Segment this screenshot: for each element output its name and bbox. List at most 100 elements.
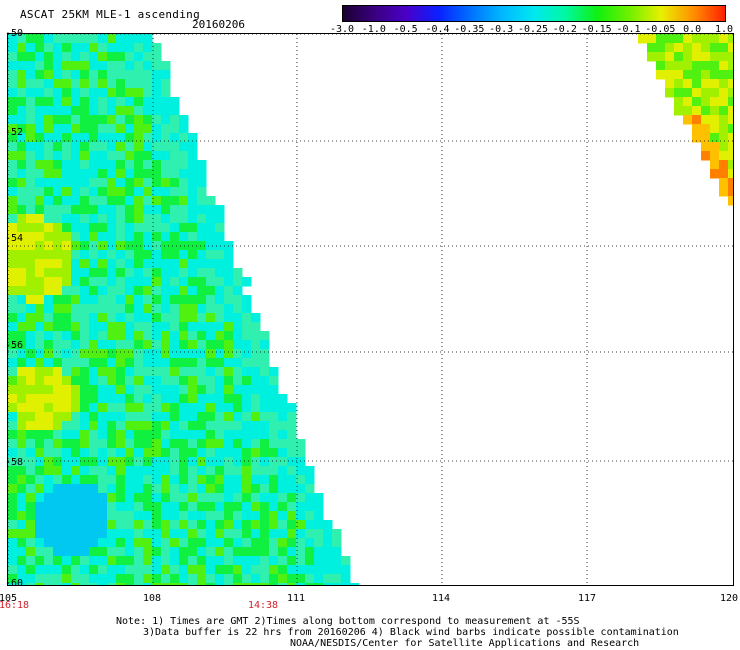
swath-cell — [26, 430, 36, 440]
swath-cell — [287, 448, 297, 458]
swath-cell — [44, 196, 54, 206]
swath-cell — [179, 196, 189, 206]
swath-cell — [17, 232, 27, 242]
swath-cell — [269, 430, 279, 440]
swath-cell — [665, 52, 675, 62]
swath-cell — [62, 241, 72, 251]
swath-cell — [125, 115, 135, 125]
swath-cell — [26, 547, 36, 557]
map-canvas — [8, 34, 733, 585]
swath-cell — [125, 286, 135, 296]
swath-cell — [206, 529, 216, 539]
swath-cell — [125, 322, 135, 332]
swath-cell — [161, 421, 171, 431]
lat-label: -56 — [5, 340, 24, 351]
swath-cell — [89, 520, 99, 530]
swath-cell — [53, 133, 63, 143]
swath-cell — [206, 349, 216, 359]
swath-cell — [71, 178, 81, 188]
swath-cell — [143, 376, 153, 386]
swath-cell — [701, 43, 711, 53]
swath-cell — [206, 376, 216, 386]
swath-cell — [269, 448, 279, 458]
swath-cell — [26, 61, 36, 71]
swath-cell — [44, 268, 54, 278]
swath-cell — [341, 565, 351, 575]
swath-cell — [188, 538, 198, 548]
swath-cell — [152, 457, 162, 467]
swath-cell — [188, 448, 198, 458]
swath-cell — [269, 466, 279, 476]
swath-cell — [125, 232, 135, 242]
swath-cell — [8, 43, 18, 53]
swath-cell — [260, 349, 270, 359]
swath-cell — [89, 295, 99, 305]
swath-cell — [71, 394, 81, 404]
swath-cell — [44, 304, 54, 314]
swath-cell — [152, 475, 162, 485]
swath-cell — [44, 88, 54, 98]
swath-cell — [71, 133, 81, 143]
swath-cell — [116, 313, 126, 323]
swath-cell — [62, 196, 72, 206]
swath-cell — [107, 88, 117, 98]
swath-cell — [710, 124, 720, 134]
swath-cell — [179, 484, 189, 494]
swath-cell — [44, 358, 54, 368]
swath-cell — [134, 223, 144, 233]
swath-cell — [71, 547, 81, 557]
swath-cell — [242, 502, 252, 512]
swath-cell — [215, 358, 225, 368]
swath-cell — [152, 268, 162, 278]
swath-cell — [251, 484, 261, 494]
swath-cell — [80, 556, 90, 566]
swath-cell — [719, 43, 729, 53]
lon-label: 114 — [431, 593, 451, 604]
swath-cell — [8, 178, 18, 188]
swath-cell — [107, 295, 117, 305]
swath-cell — [170, 520, 180, 530]
swath-cell — [674, 79, 684, 89]
swath-cell — [179, 385, 189, 395]
swath-cell — [179, 205, 189, 215]
swath-cell — [62, 439, 72, 449]
swath-cell — [170, 358, 180, 368]
swath-cell — [26, 142, 36, 152]
swath-cell — [215, 340, 225, 350]
swath-cell — [305, 529, 315, 539]
swath-cell — [80, 259, 90, 269]
swath-cell — [8, 88, 18, 98]
swath-cell — [98, 133, 108, 143]
swath-cell — [170, 133, 180, 143]
swath-cell — [161, 520, 171, 530]
swath-cell — [251, 421, 261, 431]
swath-cell — [8, 97, 18, 107]
swath-cell — [224, 277, 234, 287]
swath-cell — [8, 547, 18, 557]
swath-cell — [341, 583, 351, 585]
swath-cell — [161, 70, 171, 80]
swath-cell — [179, 295, 189, 305]
swath-cell — [224, 439, 234, 449]
swath-cell — [170, 286, 180, 296]
swath-cell — [143, 556, 153, 566]
swath-cell — [8, 475, 18, 485]
swath-cell — [53, 565, 63, 575]
swath-cell — [80, 439, 90, 449]
swath-cell — [17, 70, 27, 80]
swath-cell — [107, 376, 117, 386]
swath-cell — [116, 583, 126, 585]
swath-cell — [80, 466, 90, 476]
swath-cell — [35, 358, 45, 368]
swath-cell — [62, 115, 72, 125]
swath-cell — [71, 106, 81, 116]
swath-cell — [170, 574, 180, 584]
lon-label: 120 — [719, 593, 739, 604]
swath-cell — [719, 52, 729, 62]
swath-cell — [44, 133, 54, 143]
swath-cell — [125, 565, 135, 575]
swath-cell — [89, 529, 99, 539]
swath-cell — [53, 358, 63, 368]
swath-cell — [296, 574, 306, 584]
swath-cell — [134, 61, 144, 71]
